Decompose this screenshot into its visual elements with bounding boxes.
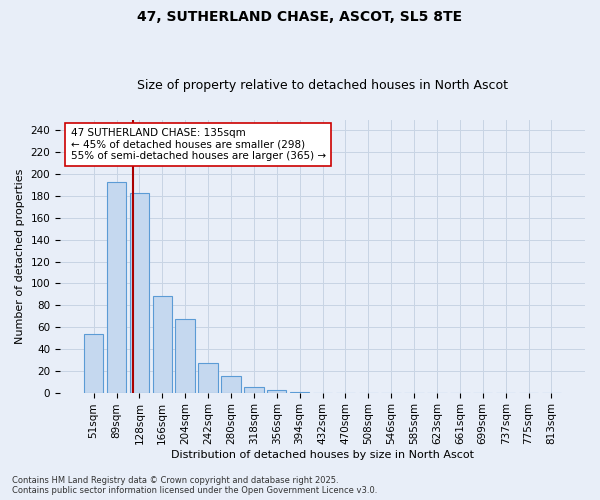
Bar: [130, 192, 149, 392]
Bar: [244, 387, 263, 392]
Text: 47, SUTHERLAND CHASE, ASCOT, SL5 8TE: 47, SUTHERLAND CHASE, ASCOT, SL5 8TE: [137, 10, 463, 24]
Text: 47 SUTHERLAND CHASE: 135sqm
← 45% of detached houses are smaller (298)
55% of se: 47 SUTHERLAND CHASE: 135sqm ← 45% of det…: [71, 128, 326, 161]
Bar: [84, 334, 103, 392]
Bar: [152, 296, 172, 392]
Bar: [221, 376, 241, 392]
Bar: [199, 363, 218, 392]
X-axis label: Distribution of detached houses by size in North Ascot: Distribution of detached houses by size …: [171, 450, 474, 460]
Y-axis label: Number of detached properties: Number of detached properties: [15, 168, 25, 344]
Bar: [267, 390, 286, 392]
Bar: [107, 182, 126, 392]
Bar: [175, 320, 195, 392]
Title: Size of property relative to detached houses in North Ascot: Size of property relative to detached ho…: [137, 79, 508, 92]
Text: Contains HM Land Registry data © Crown copyright and database right 2025.
Contai: Contains HM Land Registry data © Crown c…: [12, 476, 377, 495]
